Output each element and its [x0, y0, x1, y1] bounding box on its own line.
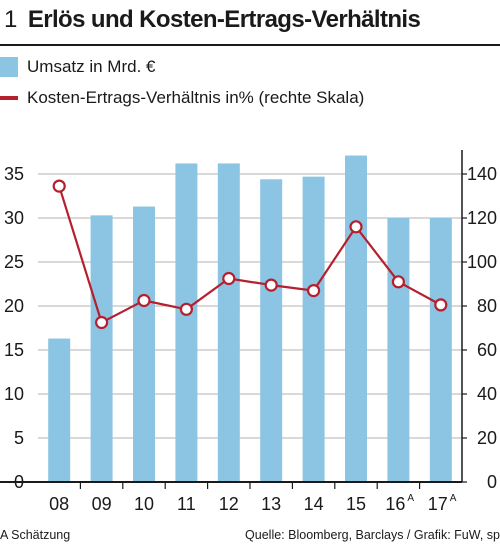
right-tick-label-4: 80 [477, 296, 497, 316]
bar-15 [345, 155, 367, 482]
cost-income-line [58, 185, 442, 324]
legend-label-cost-income: Kosten-Ertrags-Verhältnis in% (rechte Sk… [27, 88, 365, 107]
right-tick-label-6: 120 [467, 208, 497, 228]
line-point-14 [307, 284, 321, 298]
bar-14 [302, 176, 325, 482]
footnote: A Schätzung [0, 528, 71, 542]
x-tick-label-12: 12 [219, 494, 239, 514]
legend-swatch-line [0, 96, 18, 100]
left-tick-label-3: 15 [4, 340, 24, 360]
left-axis-ticks: 0 5 10 15 20 25 30 35 [4, 164, 24, 492]
x-tick-superscript-17: A [450, 493, 457, 504]
bar-09 [90, 215, 113, 483]
x-axis-ticks: 08 09 10 11 12 13 14 15 16 A 17 A [49, 482, 457, 514]
x-tick-label-14: 14 [304, 494, 324, 514]
line-point-10 [137, 293, 151, 308]
chart-title: Erlös und Kosten-Ertrags-Verhältnis [27, 6, 421, 33]
legend-item-revenue: Umsatz in Mrd. € [0, 55, 155, 79]
line-point-12 [222, 271, 236, 286]
bar-series [48, 155, 452, 483]
left-tick-label-6: 30 [4, 208, 24, 228]
figure-number: 1 [4, 6, 18, 33]
bar-08 [48, 338, 71, 482]
left-tick-label-5: 25 [4, 252, 24, 272]
line-point-08 [52, 179, 66, 193]
right-tick-label-7: 140 [467, 164, 497, 184]
x-tick-label-15: 15 [346, 494, 366, 514]
right-tick-label-1: 20 [477, 428, 497, 448]
right-tick-label-0: 0 [487, 472, 497, 492]
line-point-15 [349, 220, 363, 234]
right-tick-label-3: 60 [477, 340, 497, 360]
x-tick-label-09: 09 [92, 494, 112, 514]
x-tick-label-08: 08 [49, 494, 69, 514]
left-tick-label-7: 35 [4, 164, 24, 184]
bar-10 [133, 206, 155, 482]
line-series [52, 179, 448, 330]
source-note: Quelle: Bloomberg, Barclays / Grafik: Fu… [245, 528, 500, 542]
x-tick-label-13: 13 [261, 494, 281, 514]
line-point-09 [94, 315, 109, 330]
x-tick-label-17: 17 [428, 494, 448, 514]
line-point-13 [264, 278, 278, 292]
line-point-11 [179, 302, 193, 316]
line-point-16 [391, 275, 405, 289]
bar-13 [260, 179, 283, 482]
x-tick-label-11: 11 [177, 494, 196, 514]
bar-12 [217, 163, 240, 482]
right-tick-label-5: 100 [467, 252, 497, 272]
bar-11 [175, 163, 198, 482]
legend-label-revenue: Umsatz in Mrd. € [27, 57, 156, 76]
x-tick-label-10: 10 [134, 494, 154, 514]
title-row: 1 Erlös und Kosten-Ertrags-Verhältnis [4, 6, 421, 34]
legend-swatch-bar [0, 57, 18, 77]
x-tick-label-16: 16 [385, 494, 405, 514]
left-tick-label-2: 10 [4, 384, 24, 404]
x-tick-superscript-16: A [407, 493, 414, 504]
left-tick-label-4: 20 [4, 296, 24, 316]
legend-item-cost-income: Kosten-Ertrags-Verhältnis in% (rechte Sk… [0, 86, 364, 110]
bar-16 [387, 218, 410, 482]
line-point-17 [434, 298, 448, 312]
title-divider [0, 44, 500, 46]
right-axis-ticks: 0 20 40 60 80 100 120 140 [462, 164, 497, 492]
right-tick-label-2: 40 [477, 384, 497, 404]
left-tick-label-0: 0 [14, 472, 24, 492]
left-tick-label-1: 5 [14, 428, 24, 448]
bar-17 [429, 218, 452, 482]
